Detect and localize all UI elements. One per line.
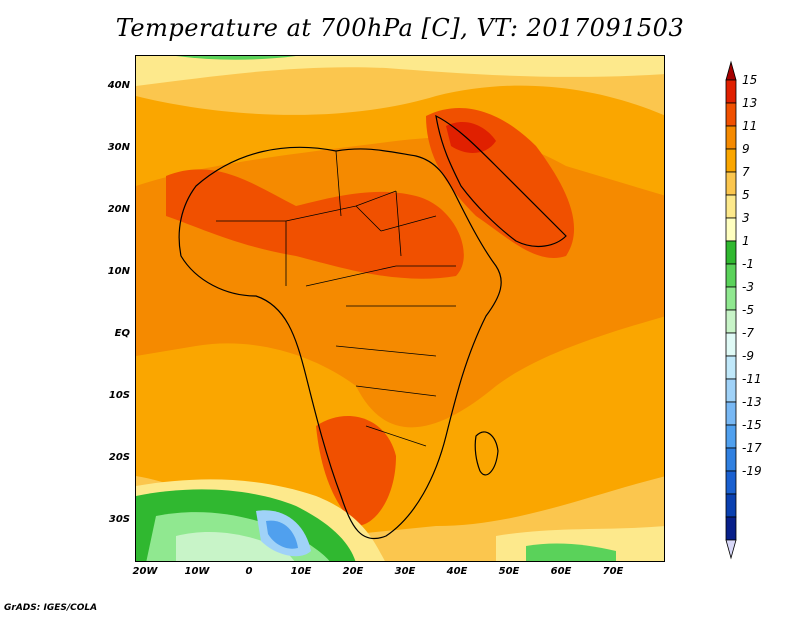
colorbar-swatch (725, 217, 737, 242)
colorbar-swatch (725, 516, 737, 541)
lat-tick-label: 40N (107, 80, 130, 91)
field-zone-13-15 (446, 121, 496, 153)
lon-tick-label: 50E (498, 566, 520, 577)
colorbar-tick-label: -17 (742, 441, 762, 455)
temperature-map (135, 55, 665, 562)
credit-text: GrADS: IGES/COLA (4, 603, 98, 613)
colorbar-swatch (725, 493, 737, 518)
arabia-coastline (435, 114, 567, 248)
lon-tick-label: 0 (245, 566, 253, 577)
colorbar-tick-label: 1 (742, 234, 750, 248)
lat-tick-label: 10S (108, 390, 130, 401)
lon-tick-label: 40E (446, 566, 468, 577)
colorbar-swatch (725, 424, 737, 449)
colorbar-swatch (725, 355, 737, 380)
colorbar-swatch (725, 447, 737, 472)
colorbar-swatch (725, 286, 737, 311)
lat-tick-label: 30S (108, 514, 130, 525)
field-zone-neg9-south (266, 520, 298, 549)
colorbar (720, 60, 800, 564)
map-title: Temperature at 700hPa [C], VT: 201709150… (115, 14, 685, 42)
lon-tick-label: 70E (602, 566, 624, 577)
field-zone-11-13-sahara (166, 169, 464, 279)
lat-tick-label: 10N (107, 266, 130, 277)
colorbar-swatch (725, 309, 737, 334)
lon-tick-label: 60E (550, 566, 572, 577)
field-zone-neg3-south (176, 531, 295, 561)
colorbar-swatch (725, 102, 737, 127)
colorbar-tick-label: 5 (742, 188, 750, 202)
colorbar-tick-label: 15 (742, 73, 758, 87)
lat-tick-label: EQ (114, 328, 130, 339)
colorbar-tick-label: -7 (742, 326, 754, 340)
colorbar-swatch (725, 470, 737, 495)
colorbar-tick-label: 7 (742, 165, 750, 179)
colorbar-swatch (725, 194, 737, 219)
lon-tick-label: 10W (184, 566, 210, 577)
colorbar-swatch (725, 401, 737, 426)
lat-tick-label: 30N (107, 142, 130, 153)
lon-tick-label: 20W (132, 566, 158, 577)
colorbar-tick-label: 9 (742, 142, 750, 156)
lon-tick-label: 10E (290, 566, 312, 577)
colorbar-swatch (725, 263, 737, 288)
map-field (136, 56, 664, 561)
lat-tick-label: 20S (108, 452, 130, 463)
colorbar-tick-label: -1 (742, 257, 754, 271)
colorbar-swatch (725, 240, 737, 265)
colorbar-swatch (725, 378, 737, 403)
colorbar-tick-label: 11 (742, 119, 758, 133)
lon-tick-label: 20E (342, 566, 364, 577)
colorbar-tick-label: 13 (742, 96, 758, 110)
field-zone-11-13-south (316, 416, 396, 526)
colorbar-swatch (725, 148, 737, 173)
colorbar-tick-label: -11 (742, 372, 762, 386)
colorbar-top-triangle (725, 60, 737, 81)
colorbar-tick-label: -19 (742, 464, 762, 478)
colorbar-swatch (725, 79, 737, 104)
colorbar-swatch (725, 171, 737, 196)
field-zone-1-north (176, 56, 296, 60)
lon-tick-label: 30E (394, 566, 416, 577)
field-zone-3-5-north (136, 56, 664, 86)
field-zone-1-southeast (526, 543, 616, 561)
colorbar-tick-label: -3 (742, 280, 754, 294)
lat-tick-label: 20N (107, 204, 130, 215)
colorbar-tick-label: 3 (742, 211, 750, 225)
colorbar-tick-label: -15 (742, 418, 762, 432)
colorbar-tick-label: -9 (742, 349, 754, 363)
colorbar-swatch (725, 332, 737, 357)
madagascar-coastline (474, 431, 499, 476)
colorbar-bottom-triangle (725, 539, 737, 560)
country-borders (216, 150, 456, 447)
colorbar-tick-label: -13 (742, 395, 762, 409)
colorbar-tick-label: -5 (742, 303, 754, 317)
colorbar-graphic (725, 60, 737, 560)
colorbar-swatch (725, 125, 737, 150)
africa-coastline (178, 146, 502, 540)
